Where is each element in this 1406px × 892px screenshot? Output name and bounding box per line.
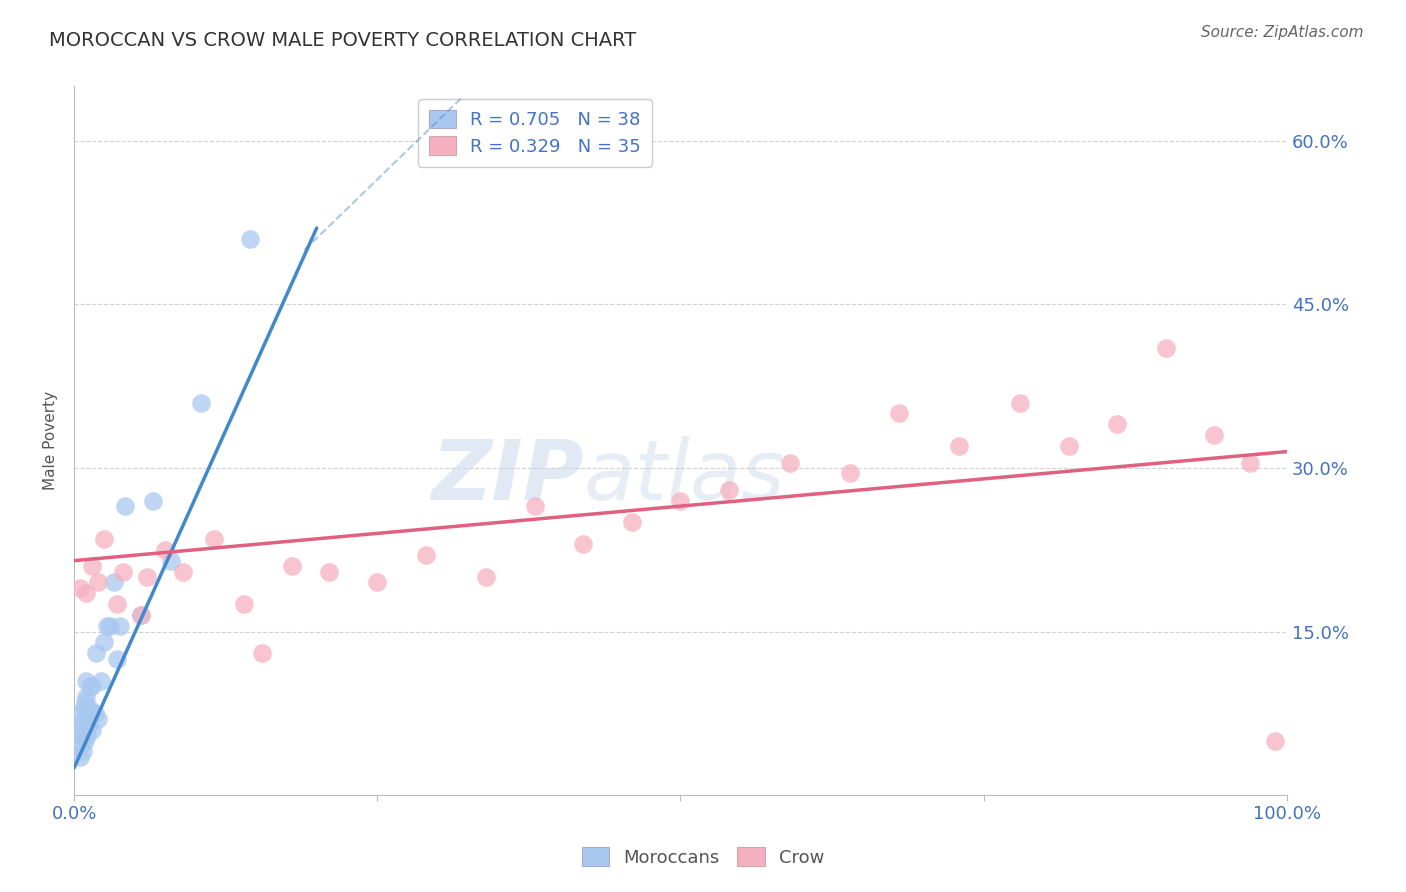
Point	[887, 407, 910, 421]
Point	[1154, 341, 1177, 355]
Point	[75, 690, 97, 704]
Point	[69, 706, 91, 721]
Point	[153, 542, 176, 557]
Point	[142, 493, 165, 508]
Point	[1264, 733, 1286, 747]
Point	[779, 456, 801, 470]
Point	[620, 516, 643, 530]
Point	[69, 717, 91, 731]
Point	[100, 619, 122, 633]
Point	[172, 565, 194, 579]
Point	[190, 395, 212, 409]
Point	[523, 499, 546, 513]
Point	[77, 701, 100, 715]
Point	[82, 723, 104, 737]
Legend: R = 0.705   N = 38, R = 0.329   N = 35: R = 0.705 N = 38, R = 0.329 N = 35	[418, 99, 652, 167]
Point	[366, 575, 388, 590]
Point	[1057, 439, 1080, 453]
Point	[75, 712, 97, 726]
Point	[129, 608, 152, 623]
Point	[105, 652, 128, 666]
Point	[239, 232, 262, 246]
Point	[87, 712, 110, 726]
Point	[160, 554, 183, 568]
Point	[232, 597, 254, 611]
Point	[73, 695, 96, 709]
Text: Source: ZipAtlas.com: Source: ZipAtlas.com	[1201, 25, 1364, 40]
Point	[73, 717, 96, 731]
Point	[105, 597, 128, 611]
Point	[93, 635, 115, 649]
Text: ZIP: ZIP	[430, 435, 583, 516]
Point	[948, 439, 970, 453]
Point	[1239, 456, 1261, 470]
Point	[73, 701, 96, 715]
Point	[111, 565, 134, 579]
Point	[475, 570, 498, 584]
Point	[82, 559, 104, 574]
Point	[108, 619, 131, 633]
Point	[90, 673, 112, 688]
Text: MOROCCAN VS CROW MALE POVERTY CORRELATION CHART: MOROCCAN VS CROW MALE POVERTY CORRELATIO…	[49, 31, 637, 50]
Point	[82, 679, 104, 693]
Point	[1105, 417, 1128, 432]
Point	[318, 565, 340, 579]
Point	[839, 467, 862, 481]
Point	[281, 559, 304, 574]
Point	[250, 646, 273, 660]
Point	[75, 586, 97, 600]
Point	[572, 537, 595, 551]
Point	[77, 717, 100, 731]
Point	[1008, 395, 1031, 409]
Point	[72, 744, 94, 758]
Point	[69, 739, 91, 753]
Point	[69, 581, 91, 595]
Point	[79, 679, 101, 693]
Point	[79, 706, 101, 721]
Point	[69, 750, 91, 764]
Point	[75, 723, 97, 737]
Point	[83, 706, 105, 721]
Y-axis label: Male Poverty: Male Poverty	[44, 392, 58, 491]
Point	[415, 548, 437, 562]
Point	[1202, 428, 1225, 442]
Point	[135, 570, 157, 584]
Point	[103, 575, 125, 590]
Point	[75, 673, 97, 688]
Point	[76, 728, 98, 742]
Point	[114, 499, 136, 513]
Point	[717, 483, 740, 497]
Legend: Moroccans, Crow: Moroccans, Crow	[572, 838, 834, 876]
Point	[93, 532, 115, 546]
Point	[87, 575, 110, 590]
Point	[129, 608, 152, 623]
Point	[72, 728, 94, 742]
Point	[669, 493, 692, 508]
Point	[202, 532, 225, 546]
Point	[84, 646, 107, 660]
Point	[69, 728, 91, 742]
Point	[96, 619, 118, 633]
Point	[73, 733, 96, 747]
Text: atlas: atlas	[583, 435, 785, 516]
